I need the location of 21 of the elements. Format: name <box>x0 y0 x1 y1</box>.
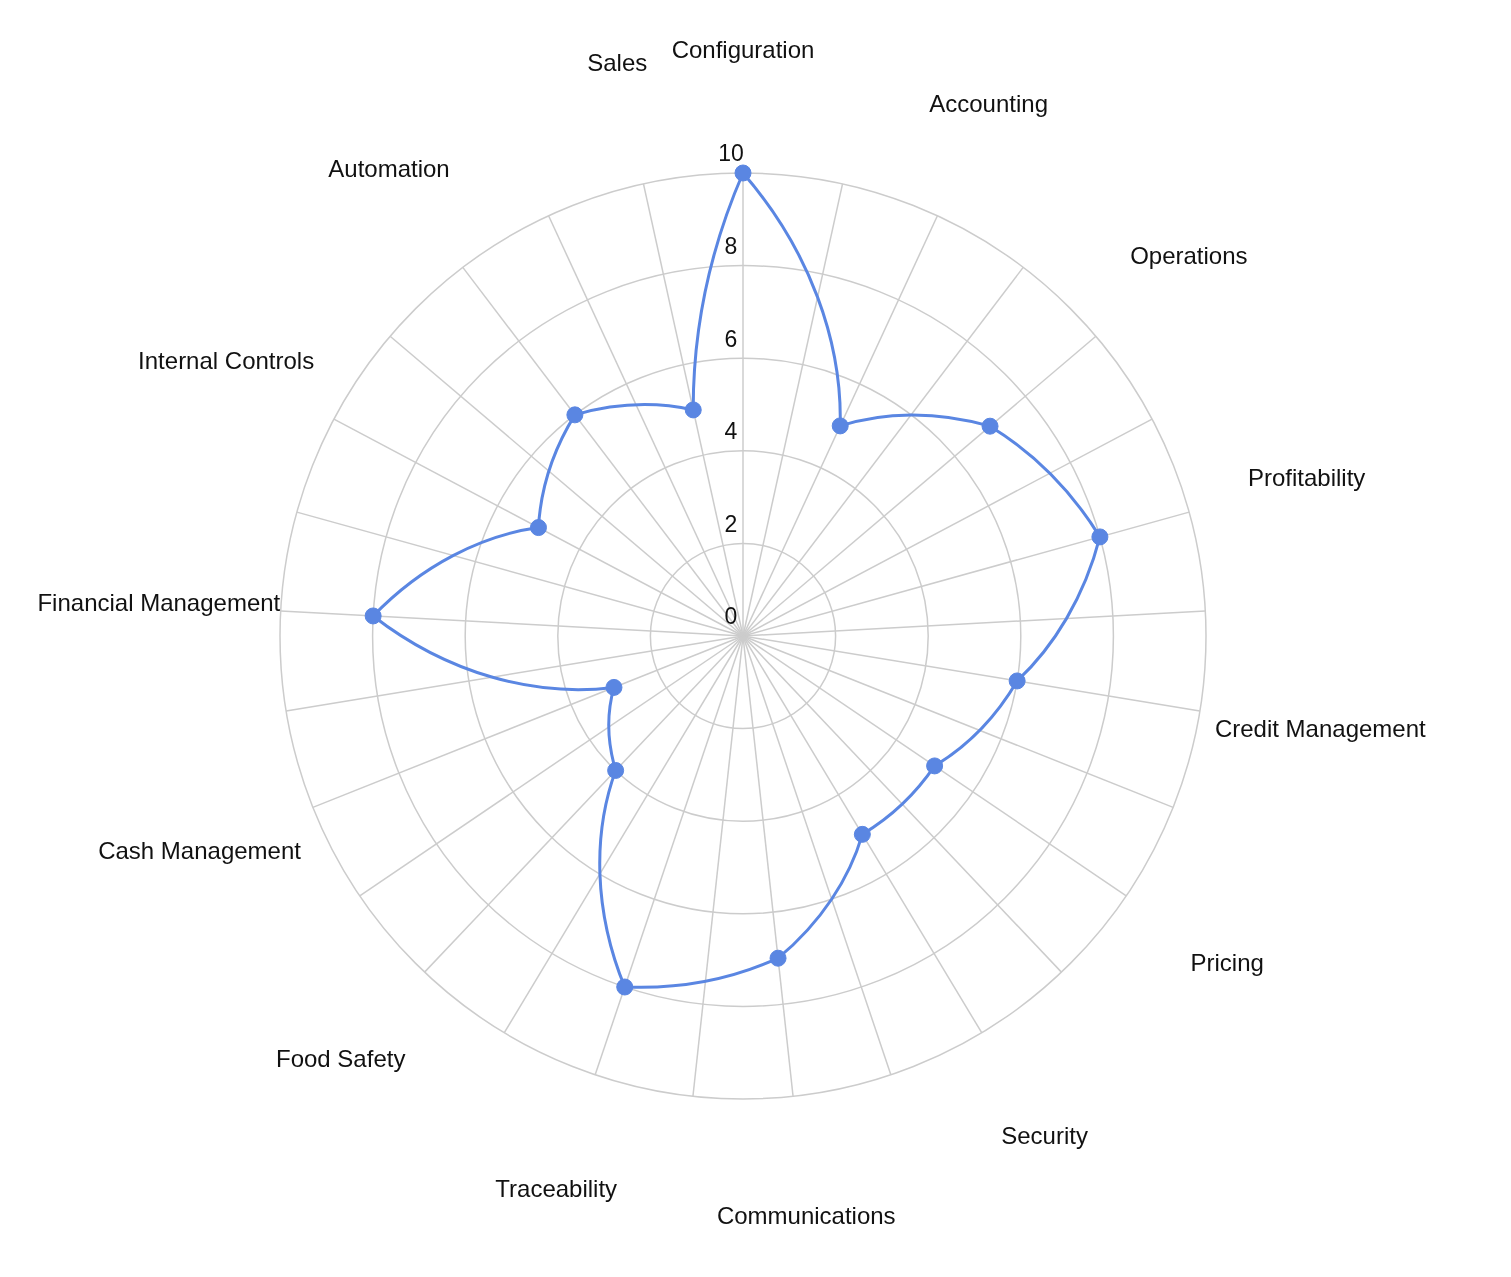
spoke-label: Cash Management <box>98 837 302 865</box>
spoke-label: Financial Management <box>37 588 281 616</box>
spoke-label: Automation <box>328 154 450 182</box>
y-tick-label: 6 <box>724 325 738 352</box>
spoke-label: Pricing <box>1190 948 1264 976</box>
y-tick-label: 10 <box>718 140 744 167</box>
spoke-label: Sales <box>587 49 648 77</box>
y-tick-label: 4 <box>724 418 738 445</box>
y-tick-label: 0 <box>724 603 738 630</box>
spoke-label: Operations <box>1130 241 1248 269</box>
spoke-label: Profitability <box>1247 464 1366 492</box>
spoke-label: Security <box>1001 1121 1088 1149</box>
spoke-label: Food Safety <box>275 1045 406 1073</box>
spoke-label: Accounting <box>929 89 1049 117</box>
spoke-label: Credit Management <box>1214 715 1427 743</box>
spoke-label: Communications <box>716 1202 896 1230</box>
spoke-label: Internal Controls <box>138 346 315 374</box>
spoke-label: Configuration <box>671 35 815 63</box>
y-tick-label: 8 <box>724 232 738 259</box>
spoke-label: Traceability <box>495 1175 618 1202</box>
y-tick-label: 2 <box>724 510 738 537</box>
